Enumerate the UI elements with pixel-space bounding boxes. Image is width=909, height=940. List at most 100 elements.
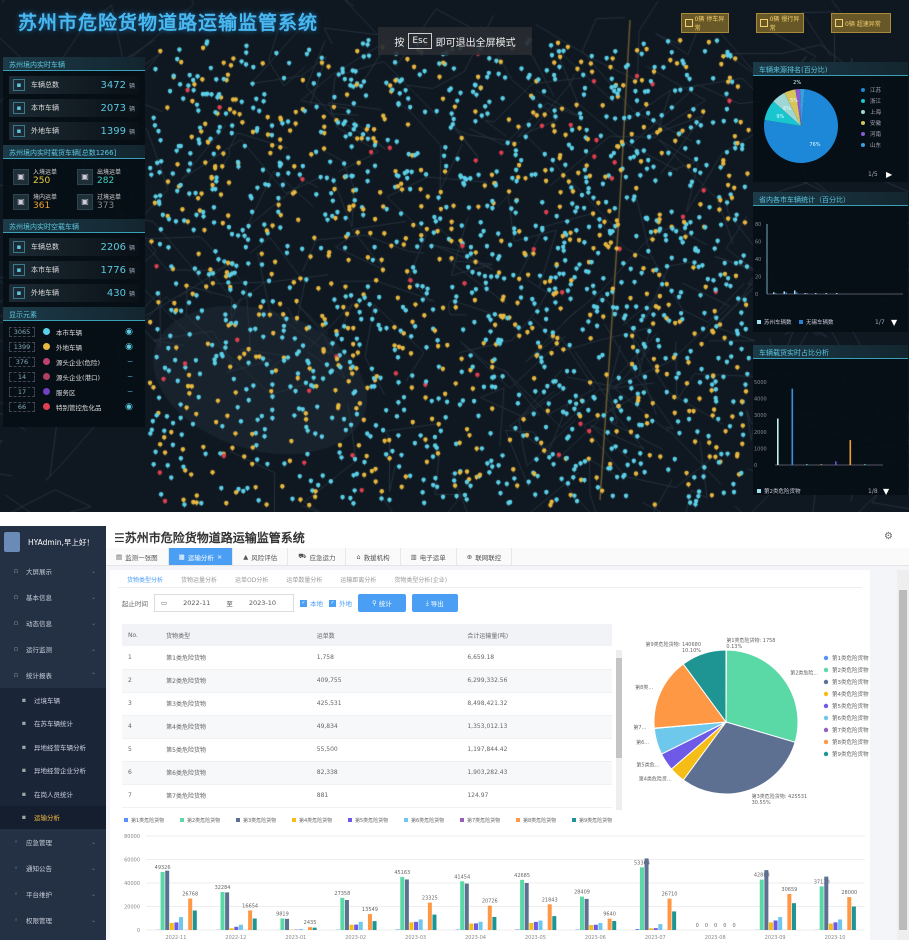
bar[interactable] (432, 914, 437, 930)
bar[interactable] (838, 919, 843, 930)
bar[interactable] (409, 922, 414, 930)
table-row[interactable]: 6 第6类危险货物 82,338 1,903,282.43 (122, 761, 612, 785)
bar[interactable] (414, 921, 419, 930)
bar[interactable] (344, 900, 349, 930)
bar[interactable] (768, 922, 773, 930)
bar[interactable] (777, 418, 779, 465)
bar[interactable] (849, 440, 852, 465)
pie-slice[interactable] (682, 721, 796, 795)
legend-label[interactable]: 第7类危险货物 (467, 817, 500, 824)
bar[interactable] (252, 918, 257, 930)
bar[interactable] (285, 918, 290, 930)
bar[interactable] (864, 464, 866, 465)
eye-open-icon[interactable]: ◉ (125, 326, 133, 337)
pie-slice[interactable] (764, 101, 801, 126)
menu-item[interactable]: ◦ 平台维护 ⌄ (0, 881, 106, 907)
bar[interactable] (667, 898, 672, 930)
bar[interactable] (806, 293, 809, 294)
submenu-item[interactable]: ▪ 异地经营车辆分析 (0, 735, 106, 759)
bar[interactable] (280, 918, 285, 930)
bar[interactable] (607, 918, 612, 930)
bar[interactable] (179, 917, 183, 930)
gear-icon[interactable]: ⚙ (884, 531, 893, 542)
bar[interactable] (649, 928, 654, 930)
table-scrollbar[interactable] (616, 650, 622, 810)
export-button[interactable]: ⤓ 导出 (411, 594, 458, 612)
legend-dot[interactable] (823, 751, 829, 757)
bar[interactable] (796, 292, 798, 294)
bar[interactable] (819, 886, 824, 930)
pie-slice[interactable] (764, 89, 838, 163)
bar[interactable] (635, 929, 640, 930)
submenu-item[interactable]: ▪ 在岗人员统计 (0, 782, 106, 806)
legend-label[interactable]: 第8类危险货物 (523, 817, 556, 824)
tab[interactable]: ▤ 监测一张图 (106, 548, 169, 565)
bar[interactable] (492, 916, 497, 930)
analysis-tab[interactable]: 货物运量分析 (181, 577, 218, 584)
bar[interactable] (589, 925, 594, 930)
tab[interactable]: ▦ 运输分析 × (168, 548, 234, 565)
close-icon[interactable]: × (216, 552, 223, 561)
legend-swatch[interactable] (124, 818, 128, 822)
bar[interactable] (815, 293, 817, 294)
legend-dot[interactable] (823, 691, 829, 697)
eye-open-icon[interactable]: ◉ (125, 401, 133, 412)
legend-dot[interactable] (823, 667, 829, 673)
bar[interactable] (520, 879, 525, 930)
pie-slice[interactable] (682, 649, 727, 724)
table-row[interactable]: 1 第1类危险货物 1,758 6,659.18 (122, 646, 612, 670)
bar[interactable] (538, 920, 543, 930)
bar[interactable] (234, 926, 239, 930)
bar[interactable] (791, 388, 794, 465)
bar[interactable] (658, 924, 663, 930)
bar[interactable] (515, 929, 520, 930)
legend-label[interactable]: 第3类危险货物 (832, 678, 869, 686)
eye-closed-icon[interactable]: ⌣ (127, 386, 133, 397)
legend-label[interactable]: 第6类危险货物 (832, 714, 869, 722)
legend-label[interactable]: 第1类危险货物 (131, 817, 164, 824)
tab[interactable]: ▥ 电子运单 (401, 548, 457, 565)
legend-label[interactable]: 第5类危险货物 (832, 702, 869, 710)
end-date[interactable]: 2023-10 (248, 599, 276, 607)
bar[interactable] (400, 876, 405, 930)
bar[interactable] (547, 904, 552, 930)
legend-label[interactable]: 第1类危险货物 (832, 654, 869, 662)
bar[interactable] (783, 291, 786, 294)
bar[interactable] (825, 293, 828, 294)
next-page-icon[interactable]: ▶ (886, 170, 893, 179)
submenu-item[interactable]: ▪ 在苏车辆统计 (0, 711, 106, 735)
start-date[interactable]: 2022-11 (183, 599, 211, 607)
menu-item[interactable]: ▫ 统计报表 ⌃ (0, 662, 106, 688)
bar[interactable] (298, 929, 303, 930)
bar[interactable] (778, 917, 783, 930)
bar[interactable] (427, 902, 432, 930)
bar[interactable] (404, 879, 409, 930)
analysis-tab[interactable]: 运单数量分析 (286, 577, 323, 584)
menu-item[interactable]: ▫ 动态信息 ⌄ (0, 610, 106, 636)
bar[interactable] (248, 910, 253, 930)
table-row[interactable]: 5 第5类危险货物 55,500 1,197,844.42 (122, 738, 612, 762)
column-header[interactable]: 货物类型 (160, 624, 311, 646)
alert-parking[interactable]: 0辆 停车异常 (681, 13, 729, 33)
bar[interactable] (764, 870, 769, 930)
bar[interactable] (672, 911, 677, 930)
bar[interactable] (773, 292, 775, 294)
bar[interactable] (238, 924, 243, 930)
tab[interactable]: ▲ 风险评估 (233, 548, 289, 565)
bar[interactable] (349, 924, 354, 930)
legend-label[interactable]: 第3类危险货物 (243, 817, 276, 824)
legend-dot[interactable] (823, 655, 829, 661)
legend-swatch[interactable] (572, 818, 576, 822)
menu-item[interactable]: ◦ 应急管理 ⌄ (0, 829, 106, 855)
legend-swatch[interactable] (292, 818, 296, 822)
pie-slice[interactable] (725, 649, 799, 743)
next-page-icon[interactable]: ▼ (891, 318, 898, 327)
bar[interactable] (794, 290, 796, 295)
nonlocal-checkbox[interactable]: ✓ 外地 (329, 598, 352, 608)
legend-label[interactable]: 第9类危险货物 (832, 750, 869, 758)
bar[interactable] (775, 293, 777, 294)
user-info[interactable]: HYAdmin,早上好！ (0, 526, 106, 558)
bar[interactable] (340, 897, 345, 930)
bar[interactable] (354, 924, 359, 930)
alert-slow[interactable]: 0辆 慢行异常 (756, 13, 804, 33)
